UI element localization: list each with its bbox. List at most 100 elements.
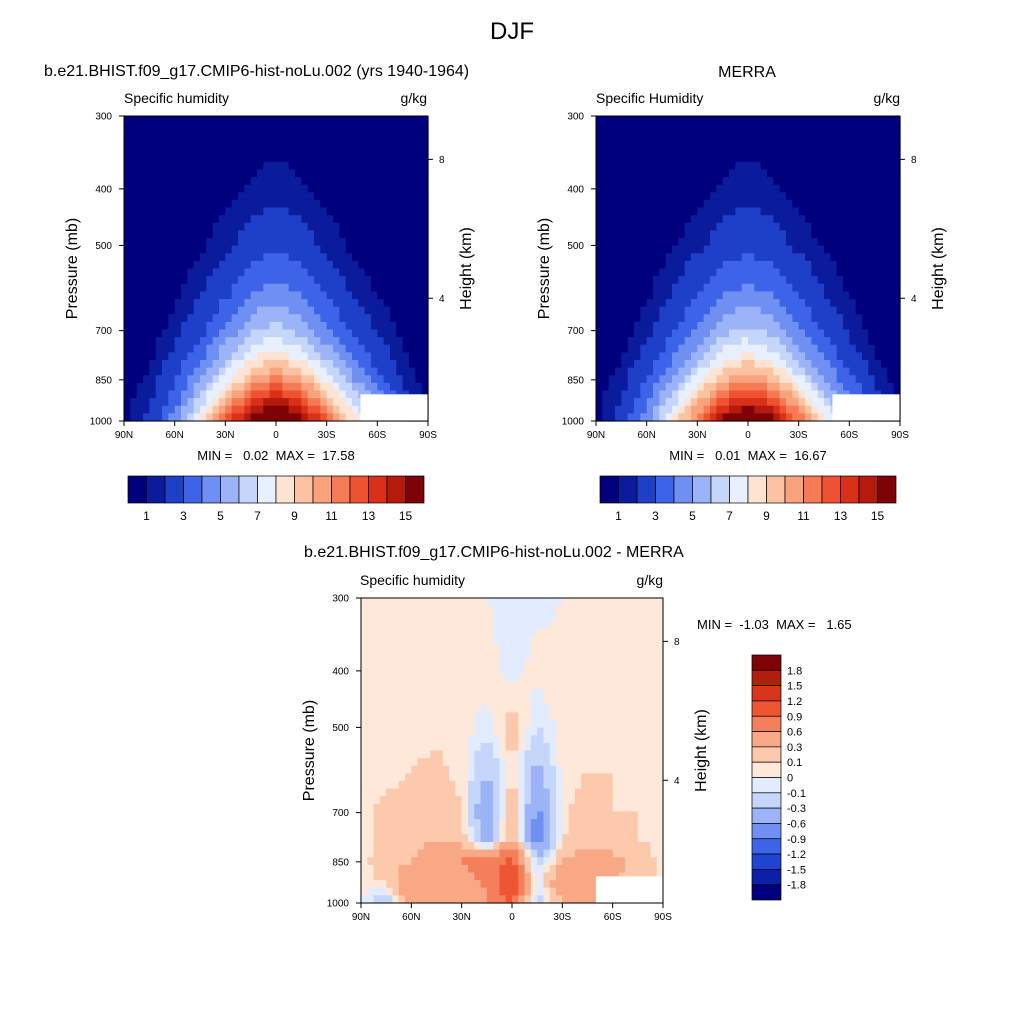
obs-cell [887, 177, 895, 186]
obs-cell [843, 329, 850, 338]
model-cell [130, 161, 138, 170]
model-cell [257, 283, 264, 292]
model-cell [276, 116, 283, 125]
model-cell [263, 382, 271, 392]
model-cell [219, 260, 226, 270]
obs-cell [729, 177, 736, 186]
obs-cell [672, 245, 679, 254]
model-cell [263, 161, 271, 170]
diff-cell [612, 689, 620, 698]
obs-cell [608, 390, 616, 399]
diff-cell [631, 704, 639, 713]
model-cell [263, 131, 271, 140]
model-cell [162, 306, 169, 315]
model-cell [377, 230, 385, 239]
obs-cell [824, 161, 831, 170]
obs-cell [849, 375, 857, 384]
obs-cell [817, 260, 825, 270]
model-cell [130, 253, 138, 262]
model-cell [136, 161, 144, 170]
model-cell [263, 291, 271, 300]
model-cell [307, 398, 315, 407]
obs-cell [748, 138, 755, 148]
model-cell [282, 413, 290, 422]
obs-cell [741, 253, 749, 262]
model-cell [307, 177, 315, 186]
obs-cell [684, 398, 692, 407]
model-cell [244, 192, 252, 201]
obs-cell [665, 123, 673, 132]
diff-cell [423, 651, 431, 660]
model-cell [345, 123, 353, 132]
model-cell [345, 146, 353, 155]
obs-cell [874, 314, 882, 323]
model-cell [193, 405, 201, 414]
model-cell [130, 169, 138, 178]
obs-cell [887, 260, 895, 270]
model-cell [130, 398, 138, 407]
model-cell [238, 344, 245, 353]
diff-cell [392, 689, 400, 698]
model-cell [415, 367, 423, 376]
obs-cell [767, 382, 774, 392]
model-cell [377, 375, 385, 384]
model-cell [307, 169, 315, 178]
diff-cell [392, 598, 400, 607]
diff-cell [442, 598, 450, 607]
model-cell [225, 169, 233, 178]
model-cell [339, 390, 347, 399]
obs-cell [849, 329, 857, 338]
model-cell [301, 367, 309, 376]
obs-cell [640, 382, 648, 392]
obs-cell [596, 238, 603, 247]
diff-cell [449, 765, 456, 774]
obs-cell [596, 405, 603, 414]
obs-cell [792, 199, 800, 209]
diff-cell [442, 636, 450, 645]
diff-cell [606, 643, 614, 652]
model-cell [244, 199, 252, 209]
model-cell [225, 245, 233, 254]
obs-cell [627, 253, 635, 262]
model-cell [282, 283, 290, 292]
model-cell [257, 138, 264, 148]
model-heatmap [124, 116, 429, 422]
diff-cell [486, 727, 494, 736]
obs-cell [653, 146, 660, 155]
model-cell [288, 314, 296, 323]
model-cell [295, 337, 302, 346]
obs-cell [741, 222, 749, 231]
model-cell [225, 344, 233, 353]
obs-cell [665, 238, 673, 247]
diff-cell [524, 628, 532, 637]
model-cell [225, 116, 233, 125]
obs-cell [627, 138, 635, 148]
obs-cell [830, 154, 838, 163]
model-cell [364, 177, 372, 186]
model-cell [225, 260, 233, 270]
model-cell [377, 123, 385, 132]
diff-cell [618, 613, 626, 622]
obs-cell [773, 177, 781, 186]
obs-cell [779, 321, 787, 331]
diff-cell [549, 697, 557, 706]
obs-cell [830, 215, 838, 224]
obs-cell [659, 192, 667, 201]
model-cell [187, 138, 195, 148]
model-cell [238, 329, 245, 338]
model-cell [250, 299, 258, 308]
diff-cell [618, 697, 626, 706]
obs-cell [640, 260, 648, 270]
model-cell [231, 161, 239, 170]
obs-cell [596, 169, 603, 178]
model-cell [155, 116, 163, 125]
diff-cell [379, 750, 387, 759]
obs-cell [722, 222, 730, 231]
obs-cell [640, 398, 648, 407]
obs-cell [646, 207, 654, 216]
model-cell [219, 382, 226, 392]
diff-cell [411, 613, 419, 622]
diff-cell [631, 712, 639, 721]
model-cell [257, 161, 264, 170]
diff-cell [480, 727, 488, 736]
